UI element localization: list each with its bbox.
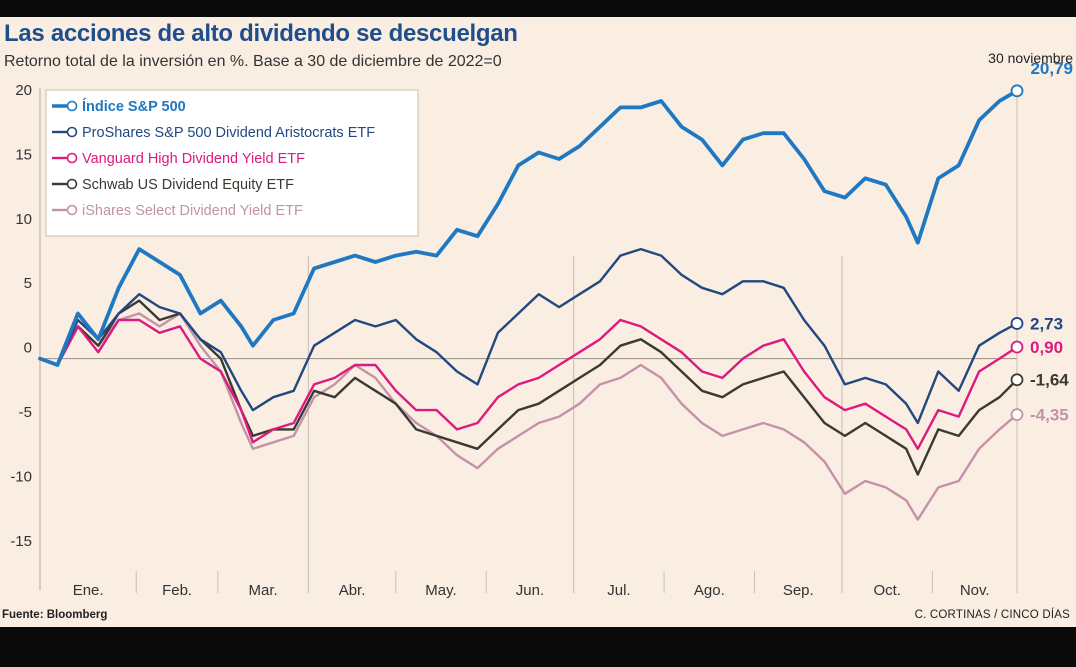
y-tick-label: 20 (15, 82, 32, 99)
x-tick-label: Oct. (873, 582, 901, 599)
end-value-label-proshares: 2,73 (1030, 314, 1063, 333)
end-marker-schwab (1010, 373, 1024, 387)
y-tick-label: 15 (15, 146, 32, 163)
source-note: Fuente: Bloomberg (2, 609, 108, 621)
x-tick-label: Ago. (694, 582, 725, 599)
x-tick-label: May. (425, 582, 456, 599)
y-tick-label: 5 (24, 275, 32, 292)
legend-label-proshares: ProShares S&P 500 Dividend Aristocrats E… (82, 125, 375, 141)
y-axis-ticks: 20 15 10 5 0 -5 -10 -15 (10, 82, 32, 550)
legend-marker-ishares (66, 204, 78, 216)
y-tick-label: 10 (15, 211, 32, 228)
end-marker-ishares (1010, 408, 1024, 422)
series-line-vanguard (38, 318, 1019, 450)
chart-subtitle: Retorno total de la inversión en %. Base… (4, 53, 502, 70)
series-line-ishares (38, 312, 1019, 521)
legend-label-vanguard: Vanguard High Dividend Yield ETF (82, 151, 305, 167)
line-chart: 20 15 10 5 0 -5 -10 -15 Ene. Feb. Mar. Abr. May. Jun… (10, 50, 1073, 599)
series-end-markers: 20,79 2,73 0,90 -1,64 -4,35 (1010, 59, 1073, 425)
legend-label-ishares: iShares Select Dividend Yield ETF (82, 203, 303, 219)
x-tick-label: Sep. (783, 582, 814, 599)
legend-marker-proshares (66, 126, 78, 138)
end-value-label-schwab: -1,64 (1030, 371, 1069, 390)
x-tick-label: Abr. (339, 582, 366, 599)
chart-panel: Las acciones de alto dividendo se descue… (0, 17, 1076, 627)
legend-marker-schwab (66, 178, 78, 190)
x-tick-label: Feb. (162, 582, 192, 599)
series-lines (38, 88, 1019, 521)
y-tick-label: -5 (19, 404, 32, 421)
y-tick-label: -10 (10, 468, 32, 485)
end-value-label-vanguard: 0,90 (1030, 338, 1063, 357)
legend: Índice S&P 500 ProShares S&P 500 Dividend… (45, 89, 419, 237)
legend-label-schwab: Schwab US Dividend Equity ETF (82, 177, 294, 193)
x-tick-label: Jun. (516, 582, 544, 599)
chart-title: Las acciones de alto dividendo se descue… (4, 20, 518, 47)
x-tick-label: Mar. (249, 582, 278, 599)
end-marker-sp500 (1010, 84, 1024, 98)
x-tick-label: Jul. (607, 582, 630, 599)
legend-marker-sp500 (66, 100, 78, 112)
x-tick-label: Nov. (960, 582, 990, 599)
x-tick-label: Ene. (73, 582, 104, 599)
end-value-label-sp500: 20,79 (1030, 59, 1073, 78)
legend-label-sp500: Índice S&P 500 (82, 98, 186, 115)
series-line-sp500 (38, 88, 1019, 367)
legend-box (45, 89, 419, 237)
series-line-schwab (38, 299, 1019, 476)
end-marker-proshares (1010, 317, 1024, 330)
y-tick-label: 0 (24, 340, 32, 357)
x-axis-ticks: Ene. Feb. Mar. Abr. May. Jun. Jul. Ago. Sep. Oct.… (73, 582, 990, 599)
end-value-label-ishares: -4,35 (1030, 406, 1069, 425)
credit-note: C. CORTINAS / CINCO DÍAS (914, 609, 1070, 621)
chart-grid (39, 88, 1018, 594)
series-line-proshares (38, 247, 1019, 425)
end-marker-vanguard (1010, 340, 1024, 354)
legend-marker-vanguard (66, 152, 78, 164)
end-date-label: 30 noviembre (988, 50, 1073, 66)
y-tick-label: -15 (10, 533, 32, 550)
